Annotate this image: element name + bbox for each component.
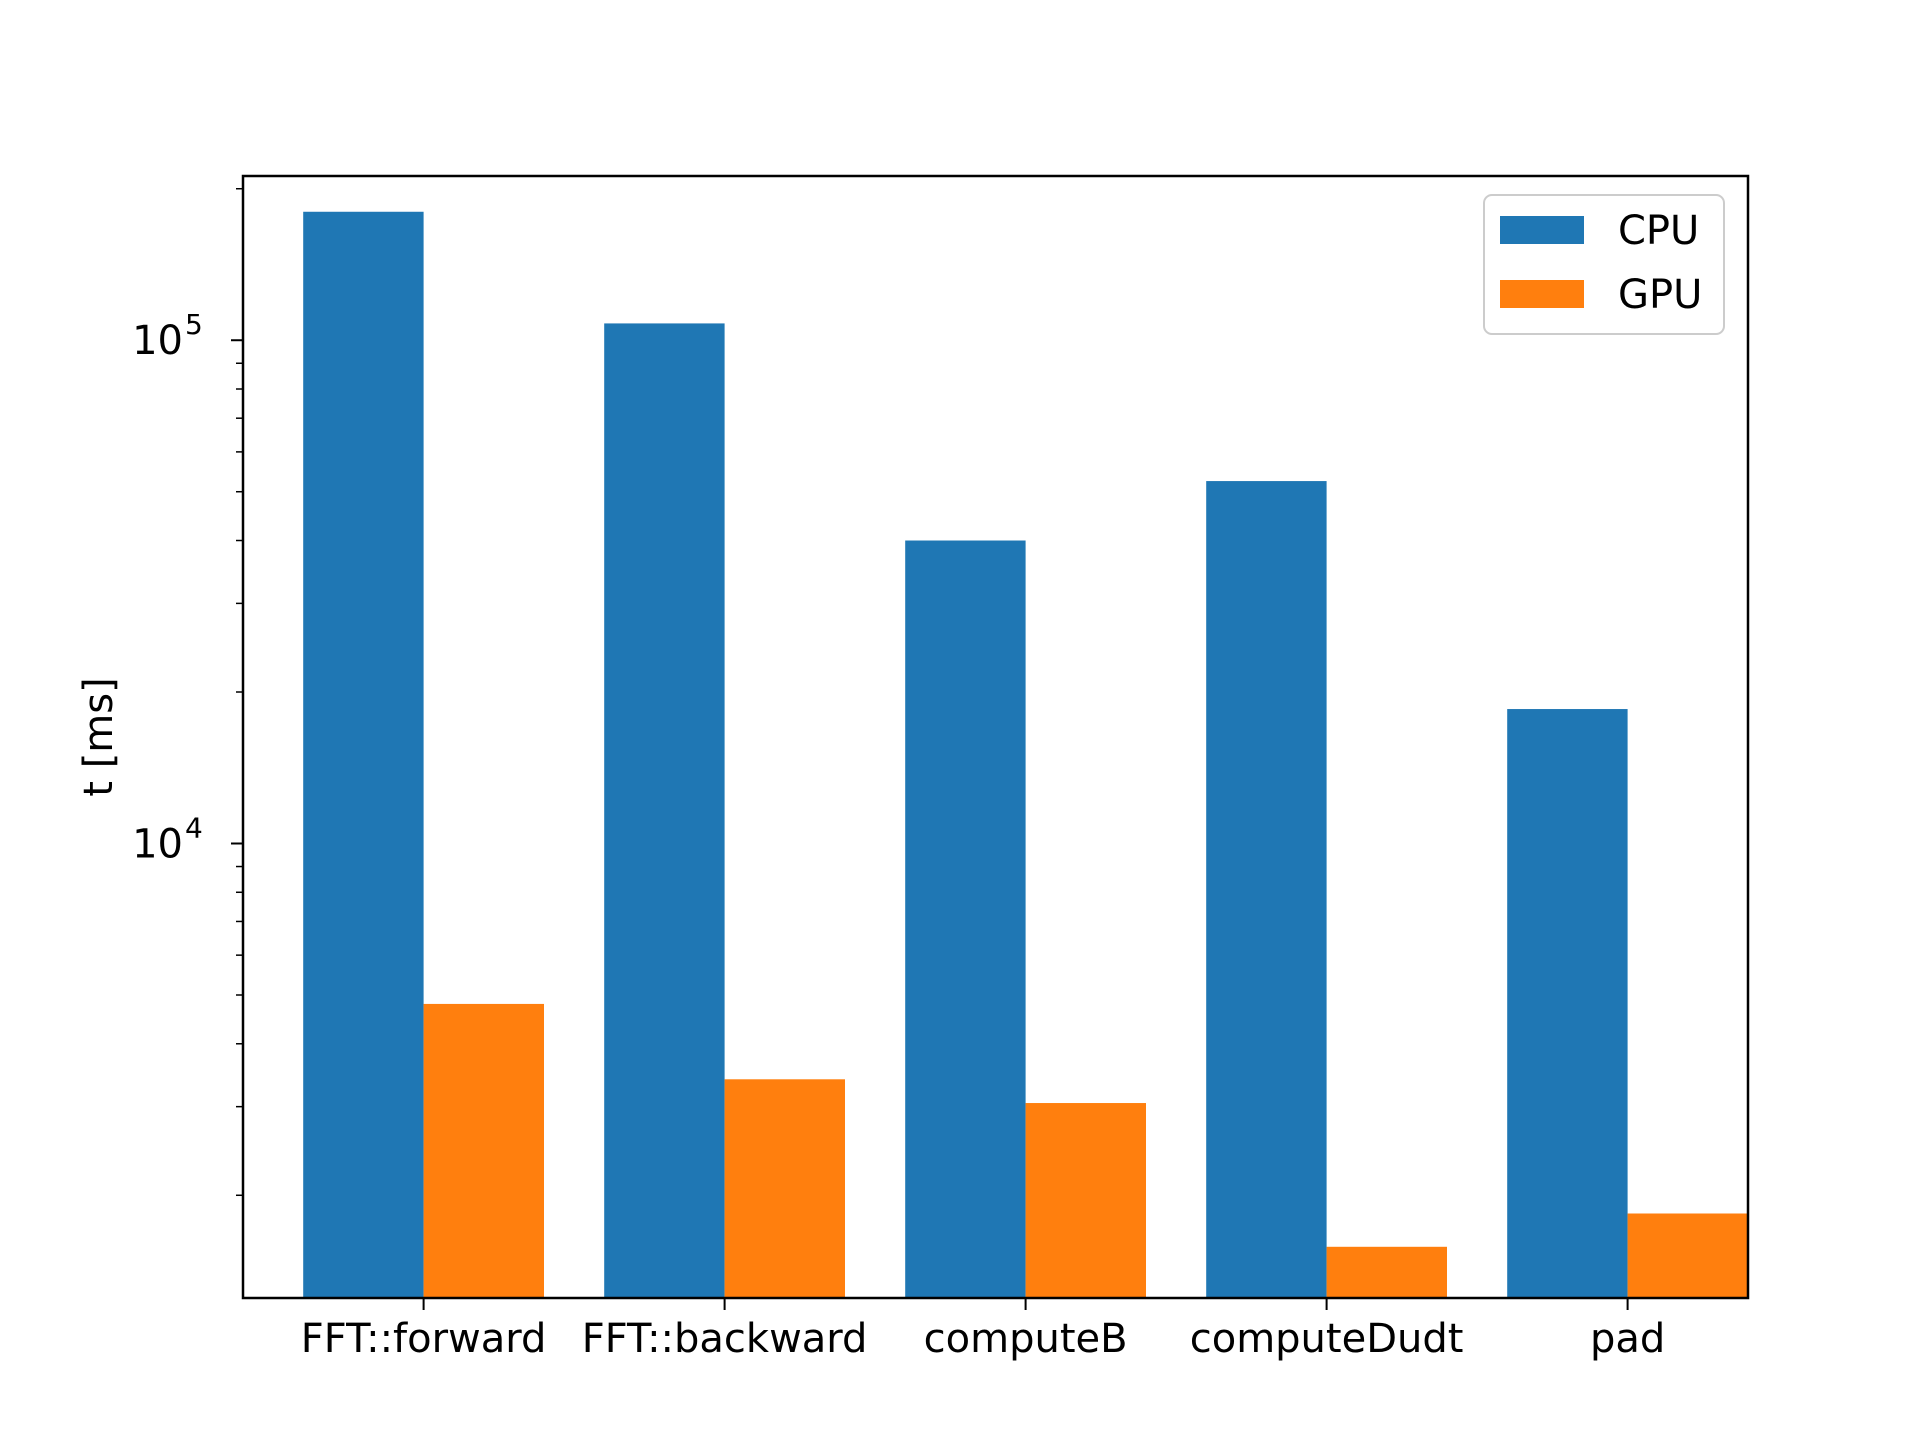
bar-cpu-pad [1507, 709, 1628, 1298]
bar-gpu-pad [1627, 1213, 1748, 1298]
bar-cpu-fft-backward [604, 323, 725, 1298]
bars-layer [303, 211, 1748, 1299]
x-ticks: FFT::forward FFT::backward computeB compute… [301, 1298, 1665, 1362]
y-tick-label: 10 [132, 318, 183, 364]
bar-gpu-fft-backward [724, 1079, 845, 1298]
y-tick-exponent: 4 [185, 812, 203, 845]
x-tick-label: computeB [924, 1316, 1128, 1362]
x-tick-label: computeDudt [1190, 1316, 1464, 1362]
x-tick-label: pad [1590, 1316, 1665, 1362]
bar-gpu-computeb [1025, 1103, 1146, 1298]
bar-cpu-fft-forward [303, 211, 424, 1299]
bar-cpu-computeb [905, 540, 1026, 1298]
legend-label-gpu: GPU [1618, 272, 1702, 318]
bar-gpu-fft-forward [423, 1003, 544, 1298]
y-tick-exponent: 5 [185, 308, 203, 341]
y-tick-label: 10 [132, 822, 183, 868]
legend-label-cpu: CPU [1618, 208, 1699, 254]
legend-swatch-cpu [1500, 216, 1584, 244]
bar-cpu-computedudt [1206, 481, 1327, 1299]
plot-frame [241, 174, 1750, 1300]
y-axis-label: t [ms] [76, 677, 122, 796]
legend-swatch-gpu [1500, 280, 1584, 308]
legend: CPU GPU [1483, 194, 1725, 335]
bar-gpu-computedudt [1326, 1246, 1447, 1298]
x-tick-label: FFT::backward [582, 1316, 868, 1362]
x-tick-label: FFT::forward [301, 1316, 547, 1362]
